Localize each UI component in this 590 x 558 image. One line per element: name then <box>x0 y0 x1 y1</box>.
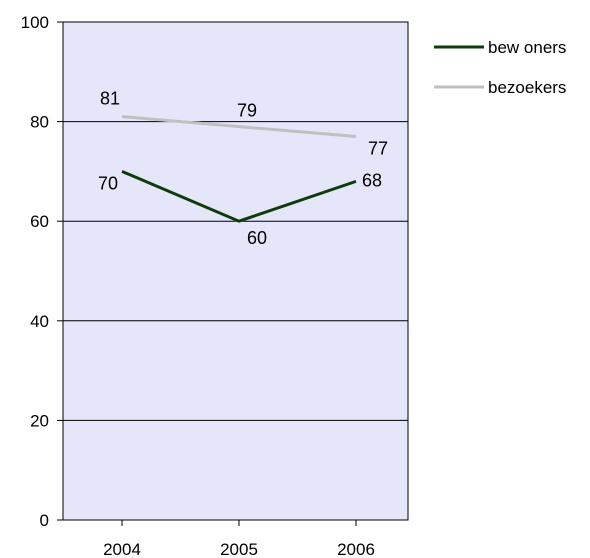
y-tick-label: 40 <box>30 312 49 331</box>
data-label: 81 <box>100 89 120 109</box>
data-label: 79 <box>237 101 257 121</box>
legend-label: bew oners <box>488 38 566 57</box>
legend-label: bezoekers <box>488 78 566 97</box>
series-line-bezoekers <box>121 115 357 139</box>
plot-area <box>62 21 409 521</box>
y-tick-label: 0 <box>40 511 49 530</box>
data-label: 77 <box>368 139 388 159</box>
series-lines <box>121 115 357 223</box>
x-axis-ticks: 2004 2005 2006 <box>103 520 375 558</box>
data-label: 60 <box>247 228 267 248</box>
x-tick-label: 2005 <box>220 540 258 558</box>
y-tick-label: 20 <box>30 411 49 430</box>
x-tick-label: 2006 <box>337 540 375 558</box>
series-line-bewoners <box>121 170 357 223</box>
y-tick-label: 80 <box>30 113 49 132</box>
data-label: 68 <box>362 170 382 190</box>
data-label: 70 <box>98 173 118 193</box>
x-tick-label: 2004 <box>103 540 141 558</box>
y-axis-ticks: 0 20 40 60 80 100 <box>21 13 63 530</box>
data-labels: 70 60 68 81 79 77 <box>98 89 388 249</box>
y-tick-label: 60 <box>30 212 49 231</box>
y-tick-label: 100 <box>21 13 49 32</box>
legend: bew oners bezoekers <box>434 38 566 97</box>
